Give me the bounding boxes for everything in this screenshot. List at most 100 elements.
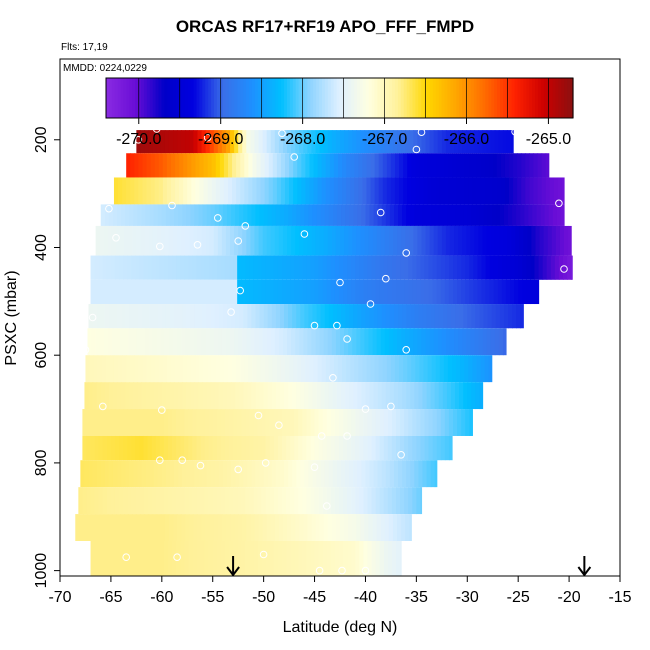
heatmap-cell (512, 204, 517, 226)
heatmap-cell (292, 304, 297, 329)
heatmap-cell (434, 460, 438, 488)
heatmap-cell (426, 304, 432, 329)
heatmap-cell (223, 177, 229, 205)
heatmap-cell (340, 514, 345, 541)
colorbar-cell (392, 78, 396, 118)
heatmap-cell (416, 409, 422, 436)
heatmap-cell (172, 279, 177, 305)
heatmap-cell (127, 255, 132, 280)
date-label: MMDD: 0224,0229 (63, 63, 147, 74)
heatmap-cell (98, 435, 104, 461)
colorbar-cell (211, 78, 215, 118)
heatmap-cell (155, 279, 161, 305)
heatmap-cell (406, 460, 411, 488)
colorbar-cell (561, 78, 565, 118)
colorbar-cell (497, 78, 501, 118)
heatmap-cell (108, 304, 114, 329)
heatmap-cell (384, 225, 390, 256)
heatmap-cell (277, 279, 283, 305)
heatmap-cell (318, 409, 324, 436)
heatmap-cell (460, 153, 465, 178)
heatmap-cell (326, 435, 332, 461)
heatmap-cell (436, 279, 442, 305)
heatmap-cell (106, 409, 112, 436)
heatmap-cell (241, 487, 246, 515)
heatmap-cell (501, 279, 507, 305)
heatmap-cell (327, 130, 333, 154)
heatmap-cell (136, 328, 142, 356)
heatmap-cell (119, 487, 124, 515)
heatmap-cell (80, 460, 86, 488)
heatmap-cell (481, 255, 487, 280)
heatmap-cell (172, 487, 177, 515)
heatmap-cell (210, 304, 216, 329)
heatmap-cell (301, 153, 306, 178)
heatmap-cell (449, 225, 455, 256)
heatmap-cell (251, 382, 257, 410)
heatmap-cell (137, 460, 143, 488)
heatmap-cell (159, 255, 165, 280)
heatmap-cell (340, 225, 345, 256)
heatmap-cell (369, 304, 375, 329)
heatmap-cell (523, 225, 528, 256)
heatmap-cell (483, 304, 489, 329)
heatmap-cell (183, 177, 188, 205)
heatmap-cell (371, 435, 377, 461)
y-tick-label: 600 (33, 342, 50, 369)
heatmap-cell (257, 279, 263, 305)
heatmap-cell (336, 204, 342, 226)
heatmap-cell (358, 355, 363, 383)
heatmap-cell (336, 460, 342, 488)
heatmap-cell (213, 225, 219, 256)
heatmap-cell (99, 514, 105, 541)
colorbar: -270.0 -269.0 -268.0 -267.0 -266.0 -265.0 (105, 77, 574, 148)
heatmap-cell (320, 460, 326, 488)
heatmap-cell (397, 130, 402, 154)
heatmap-cell (354, 177, 359, 205)
heatmap-cell (534, 255, 540, 280)
heatmap-cell (275, 304, 281, 329)
colorbar-cell (488, 78, 492, 118)
heatmap-cell (280, 177, 286, 205)
heatmap-cell (278, 328, 284, 356)
heatmap-cell (422, 204, 428, 226)
sample-point (275, 421, 283, 430)
heatmap-cell (254, 225, 260, 256)
heatmap-cell (168, 514, 174, 541)
heatmap-cell (167, 540, 173, 576)
heatmap-cell (268, 355, 274, 383)
colorbar-cell (319, 78, 323, 118)
heatmap-layer-7 (88, 304, 524, 329)
heatmap-cell (87, 514, 93, 541)
sample-point (112, 234, 120, 242)
heatmap-cell (371, 540, 377, 576)
heatmap-cell (242, 130, 247, 154)
heatmap-cell (329, 355, 335, 383)
sample-point (152, 125, 161, 133)
heatmap-layer-6 (90, 279, 540, 305)
heatmap-cell (300, 304, 305, 329)
colorbar-cell (304, 78, 308, 118)
heatmap-cell (266, 130, 272, 154)
heatmap-cell (463, 304, 468, 329)
heatmap-cell (232, 153, 237, 178)
heatmap-cell (410, 460, 415, 488)
heatmap-cell (502, 225, 508, 256)
colorbar-cell (453, 78, 457, 118)
heatmap-cell (266, 514, 272, 541)
heatmap-cell (268, 177, 274, 205)
heatmap-cell (505, 255, 511, 280)
heatmap-cell (116, 514, 121, 541)
heatmap-cell (259, 382, 265, 410)
heatmap-cell (375, 487, 381, 515)
heatmap-cell (235, 204, 240, 226)
heatmap-cell (371, 255, 377, 280)
heatmap-cell (314, 279, 320, 305)
heatmap-cell (239, 204, 244, 226)
heatmap-cell (367, 540, 373, 576)
heatmap-cell (396, 540, 401, 576)
heatmap-cell (210, 382, 216, 410)
colorbar-cell (362, 78, 367, 118)
heatmap-cell (472, 177, 478, 205)
heatmap-cell (347, 255, 352, 280)
